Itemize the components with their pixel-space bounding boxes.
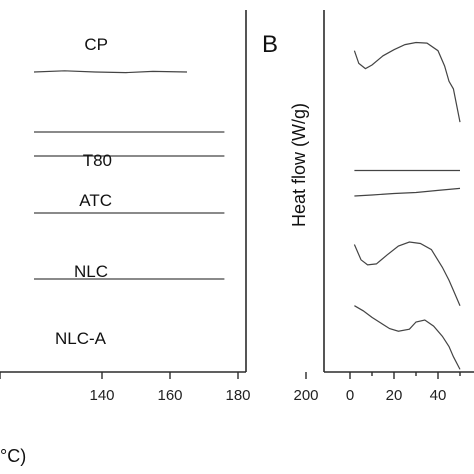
panel-a-x-tick-label: 140 xyxy=(89,387,114,404)
panel-a-series-label: T80 xyxy=(83,151,112,170)
panel-b-curve-3 xyxy=(354,187,461,197)
panel-b-curve-5 xyxy=(354,305,461,370)
panel-a-xlabel-fragment: °C) xyxy=(0,446,26,466)
panel-a-ticks: 140 160 180 200 xyxy=(0,372,319,404)
panel-b-letter: B xyxy=(262,31,278,58)
panel-b: B Heat flow (W/g) 0 20 40 xyxy=(262,10,474,404)
panel-b-x-tick-label: 20 xyxy=(386,387,403,404)
panel-b-curve-1 xyxy=(353,41,461,123)
panel-a-series-label: NLC xyxy=(74,262,108,281)
panel-b-curve-4 xyxy=(353,241,461,306)
panel-a-x-tick-label: 160 xyxy=(157,387,182,404)
panel-a-x-tick-label: 200 xyxy=(293,387,318,404)
panel-a-curve-cp xyxy=(33,70,188,74)
panel-b-x-tick-label: 40 xyxy=(430,387,447,404)
panel-a-x-tick-label: 180 xyxy=(225,387,250,404)
panel-a-series-label: NLC-A xyxy=(55,329,107,348)
panel-b-ylabel: Heat flow (W/g) xyxy=(289,103,309,227)
panel-a-series-labels: CP T80 ATC NLC NLC-A xyxy=(55,35,112,348)
panel-a: 140 160 180 200 CP T80 ATC NLC NLC-A °C) xyxy=(0,10,319,466)
panel-b-ticks: 0 20 40 xyxy=(346,372,461,404)
panel-a-curves xyxy=(33,70,225,280)
panel-b-curves xyxy=(353,41,461,370)
panel-a-series-label: CP xyxy=(84,35,108,54)
panel-b-x-tick-label: 0 xyxy=(346,387,354,404)
panel-a-series-label: ATC xyxy=(79,191,112,210)
